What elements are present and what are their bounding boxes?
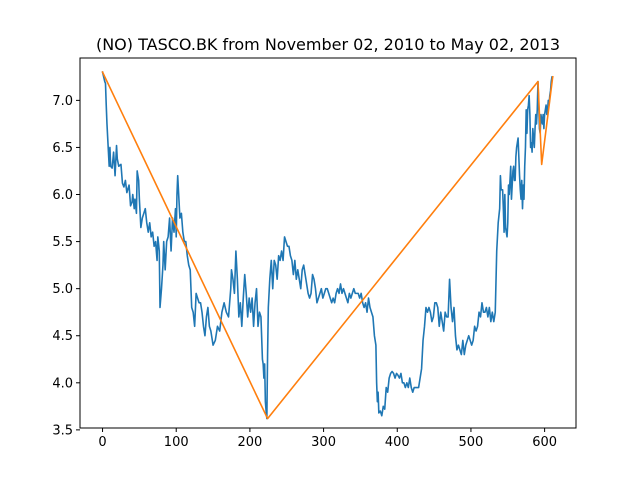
y-tick-label: 6.5 [52, 141, 73, 156]
x-tick-label: 300 [311, 435, 336, 450]
plot-area-frame [79, 57, 577, 429]
y-tick-label: 5.5 [52, 235, 73, 250]
x-tick-label: 600 [532, 435, 557, 450]
series-line-2 [101, 71, 554, 420]
series-line-1 [101, 71, 554, 420]
x-tick-label: 200 [237, 435, 262, 450]
x-tick-label: 100 [164, 435, 189, 450]
y-tick-label: 5.0 [52, 282, 73, 297]
y-tick-label: 4.5 [52, 329, 73, 344]
y-tick-label: 6.0 [52, 188, 73, 203]
x-tick-label: 400 [385, 435, 410, 450]
series-layer [101, 71, 554, 420]
y-tick-label: 3.5 [52, 423, 73, 438]
axes-layer: 0 100 200 300 400 500 600 3.5 4.0 4.5 5.0 5.5 6.0 6.5… [52, 94, 557, 450]
chart-title: (NO) TASCO.BK from November 02, 2010 to … [96, 35, 560, 54]
y-tick-label: 7.0 [52, 94, 73, 109]
y-tick-label: 4.0 [52, 376, 73, 391]
x-tick-label: 0 [98, 435, 106, 450]
x-tick-label: 500 [459, 435, 484, 450]
